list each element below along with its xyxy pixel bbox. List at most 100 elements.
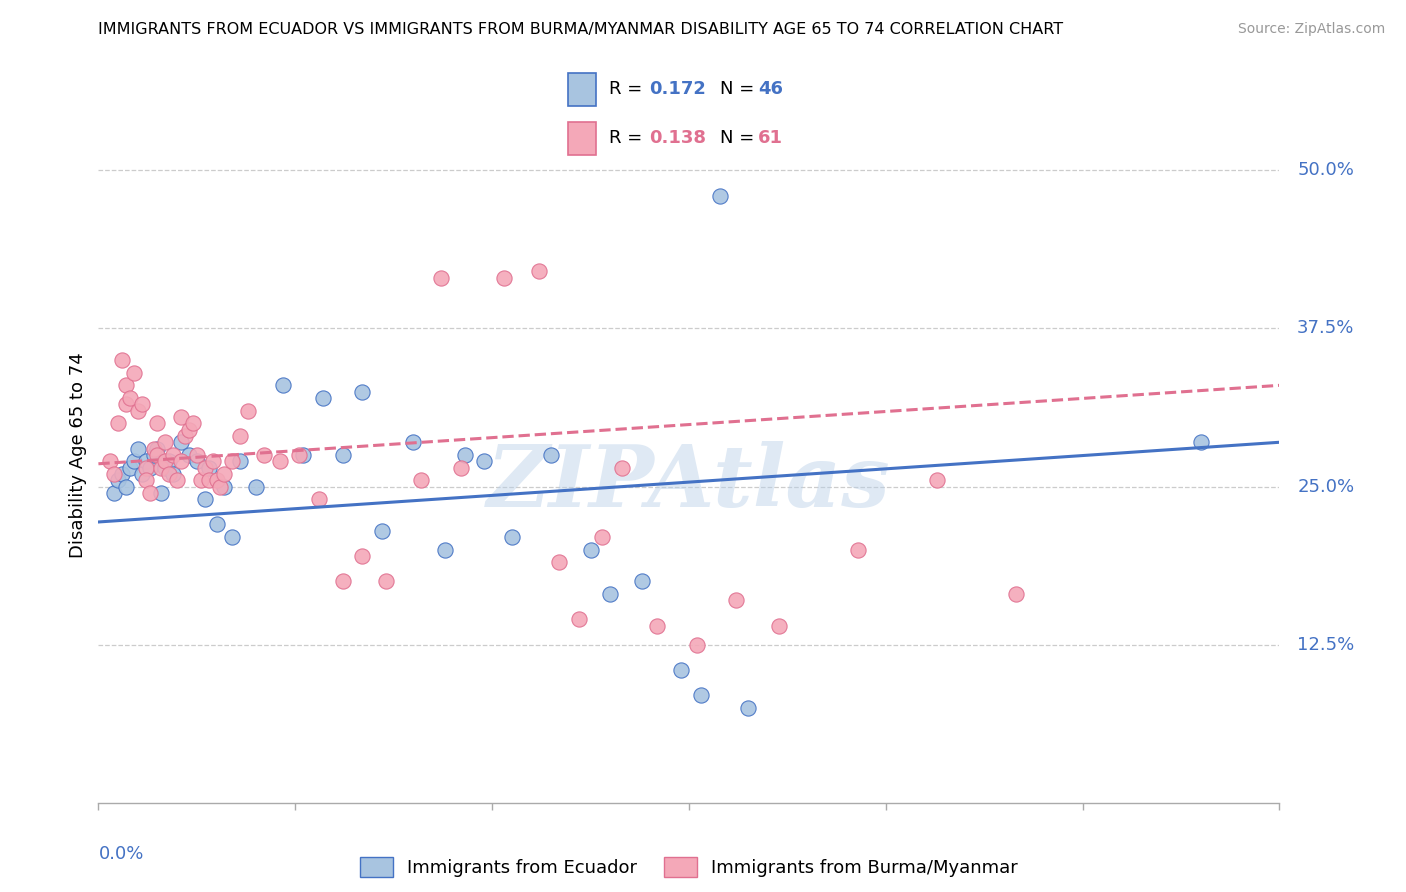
Point	[352, 549, 374, 563]
Point	[157, 454, 180, 468]
FancyBboxPatch shape	[568, 122, 596, 155]
Text: IMMIGRANTS FROM ECUADOR VS IMMIGRANTS FROM BURMA/MYANMAR DISABILITY AGE 65 TO 74: IMMIGRANTS FROM ECUADOR VS IMMIGRANTS FR…	[98, 22, 1063, 37]
Point	[214, 467, 236, 481]
Point	[846, 542, 869, 557]
Point	[146, 448, 169, 462]
Point	[236, 403, 259, 417]
Point	[142, 448, 165, 462]
Point	[118, 391, 141, 405]
Point	[925, 473, 948, 487]
Point	[174, 429, 197, 443]
Point	[131, 467, 153, 481]
Point	[138, 460, 160, 475]
Point	[229, 454, 252, 468]
Point	[155, 435, 177, 450]
Point	[269, 454, 291, 468]
Point	[111, 353, 134, 368]
Point	[155, 460, 177, 475]
Point	[209, 479, 232, 493]
Point	[501, 530, 523, 544]
Point	[630, 574, 652, 589]
Point	[292, 448, 315, 462]
Point	[647, 618, 669, 632]
Point	[122, 366, 145, 380]
Text: R =: R =	[609, 80, 648, 98]
Point	[122, 454, 145, 468]
Point	[197, 473, 219, 487]
Point	[229, 429, 252, 443]
Point	[599, 587, 621, 601]
Point	[308, 492, 330, 507]
Point	[371, 524, 394, 538]
Point	[450, 460, 472, 475]
Point	[107, 417, 129, 431]
Point	[411, 473, 433, 487]
Point	[131, 397, 153, 411]
Point	[150, 460, 173, 475]
Point	[111, 467, 134, 481]
Text: 25.0%: 25.0%	[1298, 477, 1354, 496]
Point	[205, 517, 228, 532]
Text: 0.172: 0.172	[648, 80, 706, 98]
Point	[162, 448, 184, 462]
Text: 0.138: 0.138	[648, 129, 706, 147]
Y-axis label: Disability Age 65 to 74: Disability Age 65 to 74	[69, 352, 87, 558]
Point	[689, 688, 711, 702]
Point	[135, 460, 157, 475]
Point	[725, 593, 748, 607]
Point	[177, 423, 200, 437]
Point	[115, 397, 138, 411]
Point	[579, 542, 602, 557]
Point	[115, 378, 138, 392]
Point	[433, 542, 456, 557]
Text: N =: N =	[720, 129, 759, 147]
Legend: Immigrants from Ecuador, Immigrants from Burma/Myanmar: Immigrants from Ecuador, Immigrants from…	[360, 857, 1018, 877]
Point	[98, 454, 121, 468]
Point	[150, 486, 173, 500]
Point	[1189, 435, 1212, 450]
Point	[115, 479, 138, 493]
Point	[273, 378, 295, 392]
Point	[591, 530, 613, 544]
Point	[402, 435, 425, 450]
Point	[103, 467, 125, 481]
Point	[332, 574, 354, 589]
Point	[107, 473, 129, 487]
Text: 37.5%: 37.5%	[1298, 319, 1354, 337]
Point	[312, 391, 335, 405]
Point	[374, 574, 396, 589]
Point	[166, 473, 188, 487]
Point	[548, 556, 571, 570]
Point	[540, 448, 562, 462]
Text: 0.0%: 0.0%	[98, 845, 143, 863]
Point	[288, 448, 311, 462]
Point	[529, 264, 551, 278]
Point	[709, 188, 731, 202]
Point	[332, 448, 354, 462]
Point	[170, 454, 193, 468]
Point	[669, 663, 692, 677]
Point	[194, 460, 217, 475]
Point	[492, 270, 515, 285]
Point	[610, 460, 633, 475]
Point	[138, 486, 160, 500]
Text: ZIPAtlas: ZIPAtlas	[486, 441, 891, 524]
Point	[768, 618, 790, 632]
Point	[135, 454, 157, 468]
Point	[221, 454, 243, 468]
Point	[170, 435, 193, 450]
Text: N =: N =	[720, 80, 759, 98]
Point	[103, 486, 125, 500]
Text: R =: R =	[609, 129, 648, 147]
Text: 61: 61	[758, 129, 783, 147]
Point	[181, 417, 204, 431]
Point	[157, 467, 180, 481]
Point	[194, 492, 217, 507]
Point	[127, 442, 149, 456]
FancyBboxPatch shape	[568, 73, 596, 105]
Point	[568, 612, 591, 626]
Point	[155, 454, 177, 468]
Text: 12.5%: 12.5%	[1298, 636, 1354, 654]
Point	[1004, 587, 1026, 601]
Point	[127, 403, 149, 417]
